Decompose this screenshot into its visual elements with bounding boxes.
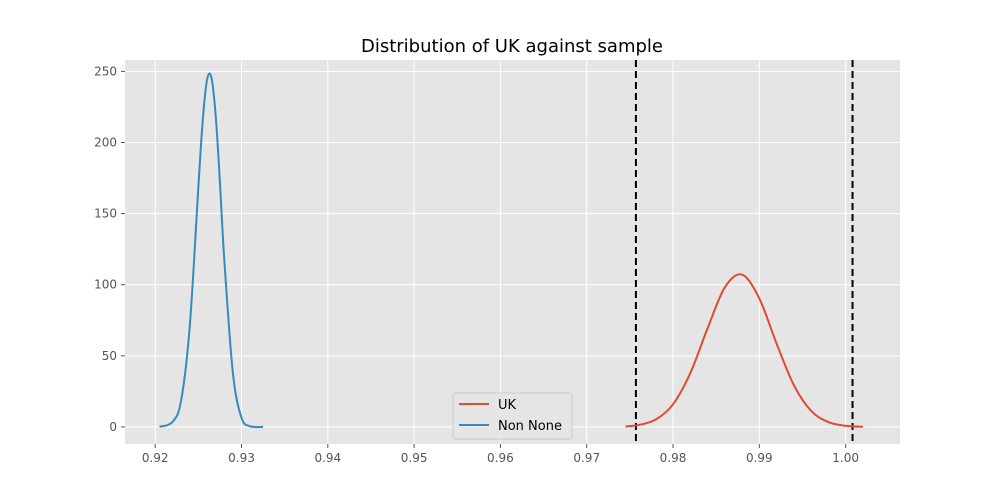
y-tick-label: 100 [94, 278, 117, 292]
chart-title: Distribution of UK against sample [361, 36, 663, 57]
x-tick-label: 0.92 [142, 451, 169, 465]
x-tick-label: 0.97 [573, 451, 600, 465]
x-tick-label: 0.96 [487, 451, 514, 465]
x-tick-label: 1.00 [832, 451, 859, 465]
plot-area [125, 60, 900, 444]
reference-lines [634, 60, 854, 444]
y-axis-ticks: 0 50 100 150 200 250 [94, 64, 125, 434]
legend: UK Non None [452, 392, 573, 440]
series-line-uk [625, 273, 863, 428]
series-line-non-none [159, 72, 264, 429]
y-tick-label: 250 [94, 64, 117, 78]
series-lines [159, 72, 863, 429]
y-tick-label: 150 [94, 207, 117, 221]
x-tick-label: 0.95 [401, 451, 428, 465]
x-tick-label: 0.94 [314, 451, 341, 465]
x-axis-ticks: 0.92 0.93 0.94 0.95 0.96 0.97 0.98 0.99 1.00 [142, 444, 859, 465]
x-tick-label: 0.99 [746, 451, 773, 465]
y-tick-label: 50 [102, 349, 117, 363]
legend-label-non-none: Non None [498, 419, 562, 434]
y-tick-label: 0 [109, 420, 117, 434]
y-tick-label: 200 [94, 135, 117, 149]
x-tick-label: 0.98 [660, 451, 687, 465]
legend-label-uk: UK [498, 398, 517, 413]
x-tick-label: 0.93 [228, 451, 255, 465]
